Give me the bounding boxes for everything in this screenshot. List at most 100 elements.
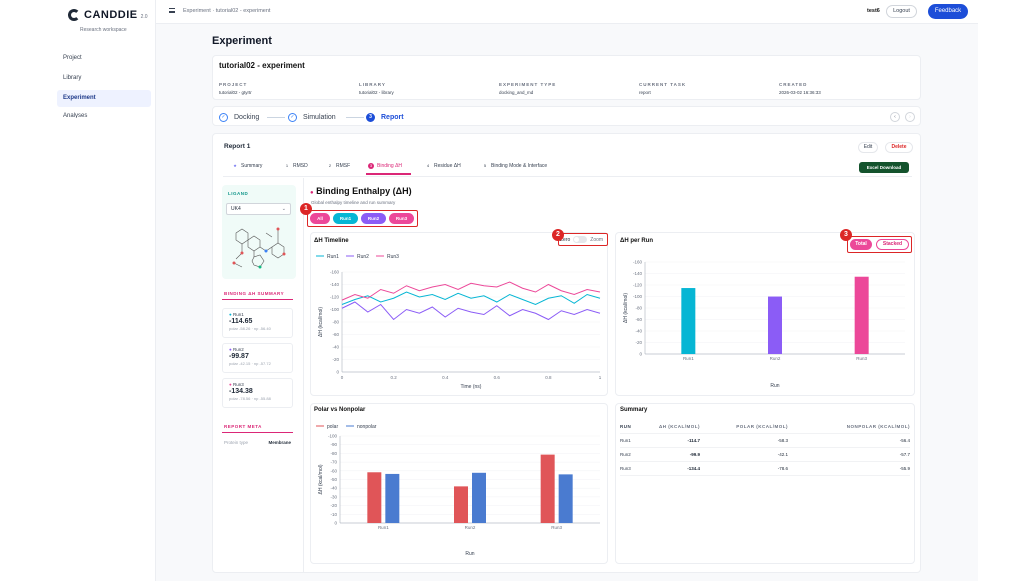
cell-polar: -42.1: [777, 452, 788, 457]
filter-run2-button[interactable]: Run2: [361, 213, 386, 224]
tab-binding-mode[interactable]: 5 Binding Mode & Interface: [482, 163, 547, 169]
menu-icon[interactable]: [169, 8, 175, 13]
cell-nonpolar: -56.4: [899, 438, 910, 443]
table-row: Run2 -99.9 -42.1 -57.7: [620, 448, 910, 462]
annotation-badge-1: 1: [300, 203, 312, 215]
info-project: PROJECT tutorial02 - gtyrtr: [219, 82, 252, 95]
feedback-button[interactable]: Feedback: [928, 4, 968, 19]
ligand-selected: UK4: [231, 206, 241, 212]
y-tick-label: -160: [330, 270, 340, 275]
total-toggle-button[interactable]: Total: [850, 239, 872, 250]
sidebar-item-analyses[interactable]: Analyses: [63, 113, 88, 118]
star-icon: ★: [233, 163, 237, 168]
step-report[interactable]: 3 Report: [366, 107, 404, 127]
brand-name: CANDDIE: [84, 9, 138, 21]
experiment-name: tutorial02 - experiment: [219, 61, 305, 70]
step-label: Report: [381, 113, 404, 121]
tab-summary[interactable]: ★ Summary: [232, 163, 262, 169]
bar-run1: [681, 288, 696, 354]
summary-table-header: RUN ΔH (KCAL/MOL) POLAR (KCAL/MOL) NONPO…: [620, 420, 910, 434]
logout-button[interactable]: Logout: [886, 5, 917, 18]
brand-logo[interactable]: CANDDIE 2.0: [68, 9, 148, 21]
meta-row: Protein type Membrane: [222, 440, 293, 445]
y-tick-label: -120: [633, 283, 643, 288]
binding-summary-label: BINDING ΔH SUMMARY: [224, 291, 285, 296]
step-simulation[interactable]: ✓ Simulation: [288, 107, 336, 127]
polar-nonpolar-title: Polar vs Nonpolar: [314, 407, 366, 413]
meta-value: Membrane: [268, 440, 291, 445]
sidebar-item-library[interactable]: Library: [63, 75, 82, 81]
info-experiment-type: EXPERIMENT TYPE docking_and_md: [499, 82, 556, 95]
page-title: Experiment: [212, 35, 272, 47]
timeline-title: ΔH Timeline: [314, 238, 349, 244]
x-axis-label: Run: [770, 383, 779, 389]
cell-dh: -99.9: [689, 452, 700, 457]
y-tick-label: -20: [330, 503, 337, 508]
y-tick-label: -60: [332, 332, 339, 337]
toggle-switch[interactable]: [573, 236, 588, 243]
toggle-knob: [574, 237, 580, 242]
tab-rmsf[interactable]: 2 RMSF: [327, 163, 350, 169]
ligand-label: LIGAND: [228, 191, 249, 196]
zero-zoom-toggle[interactable]: Zero Zoom: [560, 236, 603, 243]
timeline-chart-card: [310, 232, 608, 396]
y-tick-label: -140: [633, 271, 643, 276]
y-tick-label: -80: [330, 451, 337, 456]
next-arrow-icon[interactable]: ›: [905, 112, 915, 122]
run3-dot-icon: ●: [229, 382, 232, 387]
cell-run: Run2: [620, 452, 631, 457]
tab-number: 4: [426, 163, 430, 168]
molecule-structure: [232, 227, 286, 269]
y-tick-label: 0: [336, 370, 339, 375]
tab-number: 1: [285, 163, 289, 168]
x-tick-label: Run2: [770, 356, 781, 361]
annotation-badge-2: 2: [552, 229, 564, 241]
filter-all-button[interactable]: All: [310, 213, 330, 224]
tab-label: RMSF: [336, 163, 351, 169]
info-value: tutorial02 - gtyrtr: [219, 90, 252, 95]
excel-download-button[interactable]: Excel Download: [859, 162, 909, 173]
y-tick-label: -160: [633, 260, 643, 265]
stacked-toggle-button[interactable]: Stacked: [876, 239, 909, 250]
user-name: test6: [867, 8, 880, 14]
per-run-chart: 0 -20 -40 -60 -80 -100 -120 -140 -160 Run1 Run2 Run…: [623, 260, 905, 389]
y-tick-label: 0: [639, 352, 642, 357]
report-title: Report 1: [224, 143, 251, 150]
info-label: LIBRARY: [359, 82, 386, 87]
tab-divider: [223, 176, 912, 177]
bar-polar-run2: [454, 486, 468, 523]
y-tick-label: -80: [332, 320, 339, 325]
sidebar-item-project[interactable]: Project: [63, 55, 82, 61]
tab-rmsd[interactable]: 1 RMSD: [284, 163, 308, 169]
summary-run-detail: polar -78.56 · np -55.88: [229, 396, 271, 401]
x-tick-label: Run3: [856, 356, 867, 361]
tab-residue-dh[interactable]: 4 Residue ΔH: [425, 163, 461, 169]
info-value: tutorial02 - library: [359, 90, 394, 95]
series-line-run1: [341, 291, 601, 306]
logo-mark-icon: [68, 9, 80, 21]
prev-arrow-icon[interactable]: ‹: [890, 112, 900, 122]
ligand-select[interactable]: UK4 ⌄: [226, 203, 291, 215]
filter-run1-button[interactable]: Run1: [333, 213, 358, 224]
bar-nonpolar-run2: [472, 472, 486, 523]
y-axis-label: ΔH (kcal/mol): [623, 293, 629, 323]
step-docking[interactable]: ✓ Docking: [219, 107, 259, 127]
edit-button[interactable]: Edit: [858, 142, 878, 153]
y-axis-label: ΔH (kcal/mol): [318, 464, 324, 494]
tab-binding-dh[interactable]: 3 Binding ΔH: [368, 163, 402, 169]
legend-label: nonpolar: [357, 424, 377, 430]
sidebar-item-experiment[interactable]: Experiment: [57, 90, 151, 107]
tab-label: Binding ΔH: [377, 163, 403, 169]
annotation-box-1: [307, 210, 418, 227]
header-polar: POLAR (KCAL/MOL): [736, 424, 788, 429]
step-connector: [346, 117, 364, 118]
info-library: LIBRARY tutorial02 - library: [359, 82, 394, 95]
table-row: Run3 -134.4 -78.6 -55.9: [620, 462, 910, 476]
cell-dh: -134.4: [687, 466, 700, 471]
y-tick-label: -40: [330, 486, 337, 491]
delete-button[interactable]: Delete: [885, 142, 913, 153]
y-tick-label: 0: [334, 521, 337, 526]
filter-run3-button[interactable]: Run3: [389, 213, 414, 224]
meta-key: Protein type: [224, 440, 249, 445]
